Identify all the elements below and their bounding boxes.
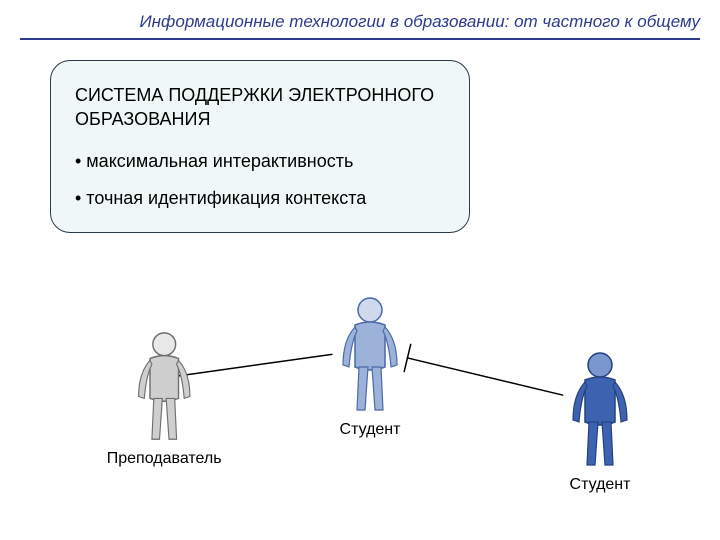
person-icon bbox=[335, 295, 405, 415]
person-icon bbox=[131, 330, 198, 444]
actor-teacher: Преподаватель bbox=[107, 330, 222, 468]
actor-label: Преподаватель bbox=[107, 450, 222, 468]
info-box-title: СИСТЕМА ПОДДЕРЖКИ ЭЛЕКТРОННОГО ОБРАЗОВАН… bbox=[75, 83, 445, 132]
actor-label: Студент bbox=[335, 421, 405, 439]
header-rule bbox=[20, 38, 700, 40]
person-icon bbox=[565, 350, 635, 470]
info-box-bullet: • максимальная интерактивность bbox=[75, 150, 445, 173]
info-box-bullet: • точная идентификация контекста bbox=[75, 187, 445, 210]
actor-student_center: Студент bbox=[335, 295, 405, 439]
info-box: СИСТЕМА ПОДДЕРЖКИ ЭЛЕКТРОННОГО ОБРАЗОВАН… bbox=[50, 60, 470, 233]
actor-student_right: Студент bbox=[565, 350, 635, 494]
slide-title: Информационные технологии в образовании:… bbox=[20, 12, 700, 32]
actor-label: Студент bbox=[565, 476, 635, 494]
